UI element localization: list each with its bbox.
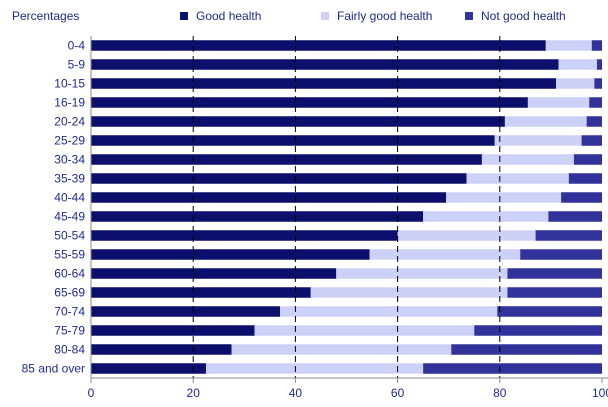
bar-not-good-0 <box>591 40 602 51</box>
x-tick-label-40: 40 <box>289 386 303 400</box>
bar-good-3 <box>91 97 528 108</box>
x-tick-label-0: 0 <box>88 386 95 400</box>
y-tick-label-13: 65-69 <box>54 286 85 300</box>
y-tick-label-17: 85 and over <box>22 362 85 376</box>
bar-good-6 <box>91 154 482 165</box>
x-tick-label-80: 80 <box>493 386 507 400</box>
legend-label-not-good: Not good health <box>481 9 566 23</box>
bar-fairly-17 <box>205 363 424 374</box>
bar-good-5 <box>91 135 495 146</box>
y-tick-label-7: 35-39 <box>54 172 85 186</box>
y-tick-label-3: 16-19 <box>54 96 85 110</box>
y-tick-label-1: 5-9 <box>68 58 86 72</box>
y-tick-label-4: 20-24 <box>54 115 85 129</box>
bar-not-good-11 <box>520 249 602 260</box>
legend-label-good: Good health <box>196 9 262 23</box>
bar-not-good-14 <box>497 306 602 317</box>
bar-not-good-16 <box>451 344 602 355</box>
y-tick-label-5: 25-29 <box>54 134 85 148</box>
bar-not-good-1 <box>596 59 602 70</box>
bar-fairly-8 <box>446 192 562 203</box>
y-axis-title: Percentages <box>12 9 80 23</box>
bar-fairly-6 <box>481 154 574 165</box>
bar-fairly-3 <box>527 97 590 108</box>
bar-good-15 <box>91 325 255 336</box>
bar-good-14 <box>91 306 281 317</box>
bar-not-good-17 <box>423 363 602 374</box>
legend-good: Good health <box>180 9 261 23</box>
bar-fairly-0 <box>545 40 592 51</box>
bar-fairly-5 <box>494 135 582 146</box>
bar-not-good-15 <box>474 325 602 336</box>
bar-not-good-8 <box>561 192 602 203</box>
bar-not-good-7 <box>568 173 602 184</box>
y-tick-label-0: 0-4 <box>68 39 86 53</box>
y-tick-label-6: 30-34 <box>54 153 85 167</box>
y-tick-label-16: 80-84 <box>54 343 85 357</box>
bar-not-good-2 <box>594 78 602 89</box>
bar-not-good-9 <box>548 211 602 222</box>
bar-good-10 <box>91 230 398 241</box>
bar-good-2 <box>91 78 557 89</box>
x-tick-label-60: 60 <box>391 386 405 400</box>
bar-fairly-2 <box>556 78 595 89</box>
legend-swatch-fairly <box>321 12 329 20</box>
bar-fairly-15 <box>254 325 475 336</box>
legend-not-good: Not good health <box>465 9 566 23</box>
bar-fairly-9 <box>423 211 549 222</box>
bar-good-16 <box>91 344 232 355</box>
bar-not-good-5 <box>581 135 602 146</box>
y-tick-label-15: 75-79 <box>54 324 85 338</box>
x-tick-label-100: 100 <box>592 386 608 400</box>
bar-fairly-11 <box>369 249 521 260</box>
bar-fairly-12 <box>336 268 508 279</box>
y-tick-label-11: 55-59 <box>54 248 85 262</box>
y-tick-label-14: 70-74 <box>54 305 85 319</box>
y-tick-label-12: 60-64 <box>54 267 85 281</box>
bar-good-13 <box>91 287 311 298</box>
y-tick-label-8: 40-44 <box>54 191 85 205</box>
bar-fairly-1 <box>558 59 597 70</box>
bar-not-good-12 <box>507 268 602 279</box>
bar-good-8 <box>91 192 447 203</box>
legend-swatch-good <box>180 12 188 20</box>
bar-good-7 <box>91 173 467 184</box>
bar-fairly-14 <box>280 306 498 317</box>
legend-label-fairly: Fairly good health <box>337 9 433 23</box>
bar-not-good-6 <box>573 154 602 165</box>
bar-not-good-4 <box>586 116 602 127</box>
legend-fairly: Fairly good health <box>321 9 432 23</box>
x-tick-label-20: 20 <box>187 386 201 400</box>
legend-swatch-not-good <box>465 12 473 20</box>
bar-fairly-4 <box>504 116 587 127</box>
y-tick-label-10: 50-54 <box>54 229 85 243</box>
bar-not-good-13 <box>507 287 602 298</box>
bar-good-1 <box>91 59 559 70</box>
bar-good-4 <box>91 116 505 127</box>
bar-good-0 <box>91 40 546 51</box>
bar-fairly-16 <box>231 344 452 355</box>
y-tick-label-2: 10-15 <box>54 77 85 91</box>
bar-not-good-10 <box>535 230 602 241</box>
bar-fairly-13 <box>310 287 508 298</box>
bar-good-17 <box>91 363 206 374</box>
bar-good-11 <box>91 249 370 260</box>
bar-fairly-7 <box>466 173 569 184</box>
bar-fairly-10 <box>397 230 536 241</box>
bar-good-12 <box>91 268 337 279</box>
bar-good-9 <box>91 211 424 222</box>
y-tick-label-9: 45-49 <box>54 210 85 224</box>
bar-not-good-3 <box>589 97 602 108</box>
